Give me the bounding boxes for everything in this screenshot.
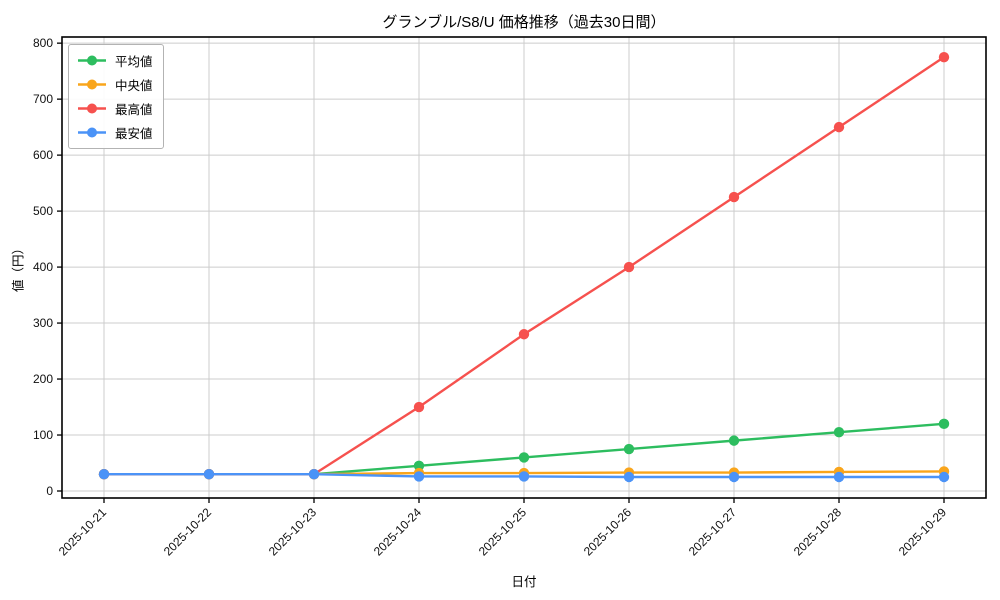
y-tick-label: 200 xyxy=(33,372,53,386)
legend-item-1: 中央値 xyxy=(77,75,153,94)
y-tick-label: 600 xyxy=(33,148,53,162)
legend-marker-icon xyxy=(78,127,106,138)
data-point xyxy=(308,469,320,480)
legend-label: 最高値 xyxy=(115,103,153,117)
data-point xyxy=(413,471,425,482)
data-point xyxy=(938,51,950,63)
x-tick-label: 2025-10-24 xyxy=(371,505,425,559)
legend: 平均値中央値最高値最安値 xyxy=(68,44,164,149)
x-tick-label: 2025-10-29 xyxy=(896,505,950,559)
legend-item-2: 最高値 xyxy=(77,99,153,118)
y-tick-label: 100 xyxy=(33,428,53,442)
chart-title: グランブル/S8/U 価格推移（過去30日間） xyxy=(382,14,666,31)
data-point xyxy=(938,471,950,483)
y-tick-label: 300 xyxy=(33,316,53,330)
legend-label: 中央値 xyxy=(115,79,153,93)
x-tick-label: 2025-10-22 xyxy=(161,505,215,559)
x-tick-label: 2025-10-25 xyxy=(476,505,530,559)
x-tick-label: 2025-10-28 xyxy=(791,505,845,559)
legend-marker-icon xyxy=(78,103,106,114)
x-tick-label: 2025-10-21 xyxy=(56,505,110,559)
x-tick-label: 2025-10-27 xyxy=(686,505,740,559)
data-point xyxy=(623,443,635,455)
y-tick-label: 400 xyxy=(33,260,53,274)
y-tick-label: 500 xyxy=(33,204,53,218)
legend-item-3: 最安値 xyxy=(77,123,153,142)
data-point xyxy=(98,469,110,480)
data-point xyxy=(833,121,845,133)
legend-marker-icon xyxy=(78,55,106,66)
data-point xyxy=(938,418,950,430)
data-point xyxy=(518,329,530,340)
x-axis-label: 日付 xyxy=(511,575,537,589)
data-point xyxy=(518,471,530,482)
data-point xyxy=(203,469,215,480)
data-point xyxy=(728,435,740,446)
legend-marker-icon xyxy=(78,79,106,90)
data-point xyxy=(413,460,425,472)
x-tick-label: 2025-10-23 xyxy=(266,505,320,559)
y-tick-label: 0 xyxy=(46,484,53,498)
data-point xyxy=(413,401,425,413)
data-point xyxy=(833,471,845,483)
legend-item-0: 平均値 xyxy=(77,51,153,70)
data-point xyxy=(728,471,740,483)
data-point xyxy=(728,191,740,203)
y-tick-label: 800 xyxy=(33,36,53,50)
data-point xyxy=(623,261,635,273)
x-tick-label: 2025-10-26 xyxy=(581,505,635,559)
legend-label: 平均値 xyxy=(115,55,153,69)
data-point xyxy=(623,471,635,483)
data-point xyxy=(518,452,530,463)
legend-label: 最安値 xyxy=(115,127,153,141)
y-tick-label: 700 xyxy=(33,92,53,106)
data-point xyxy=(833,427,845,438)
